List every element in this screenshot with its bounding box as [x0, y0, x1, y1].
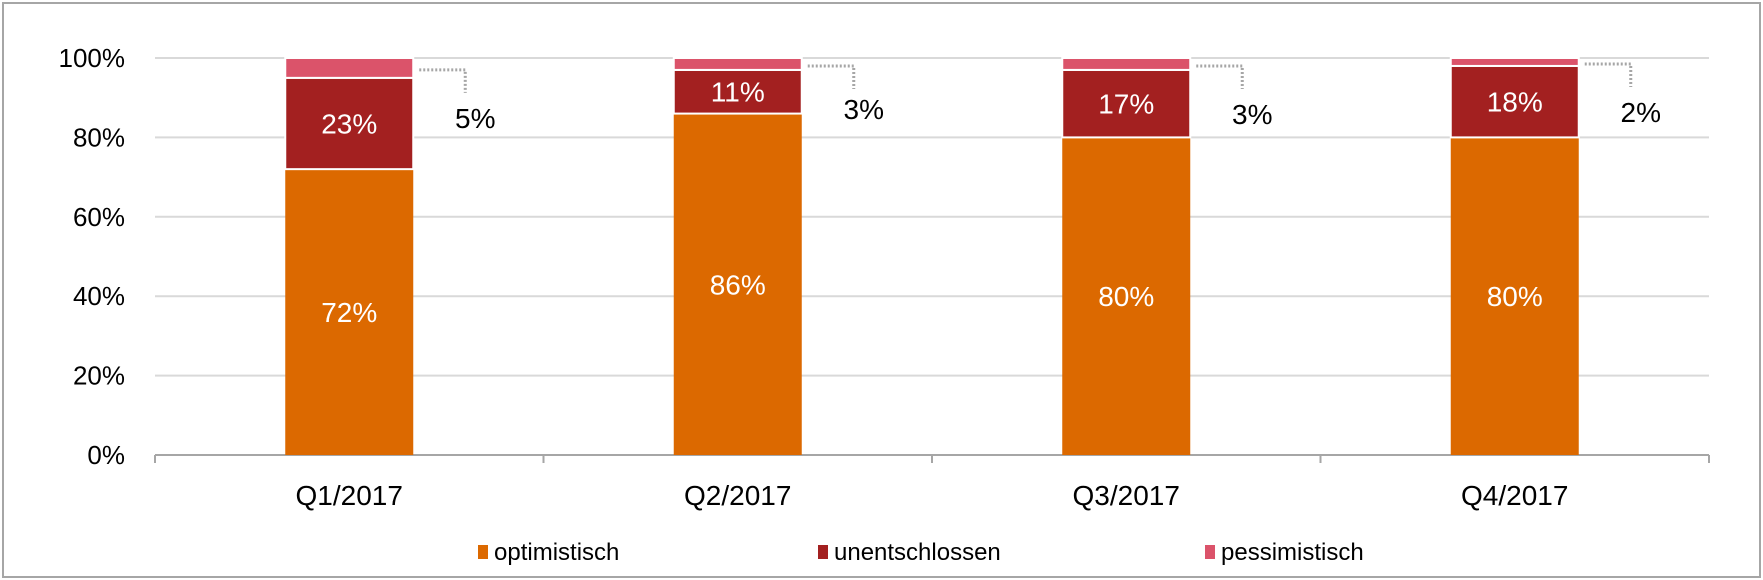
leader-line — [1584, 62, 1633, 87]
bar-unentschlossen — [1449, 64, 1580, 139]
data-label: 2% — [1621, 97, 1661, 128]
data-label: 3% — [1232, 99, 1272, 130]
bar-optimistisch — [673, 113, 802, 455]
bar-optimistisch — [285, 169, 414, 455]
y-tick-label: 0% — [87, 440, 125, 470]
x-tick-label: Q3/2017 — [1073, 480, 1180, 511]
data-label: 17% — [1098, 89, 1154, 120]
legend-swatch-pessimistisch — [1205, 545, 1215, 559]
bar-optimistisch — [1062, 137, 1191, 455]
data-label: 3% — [844, 94, 884, 125]
y-tick-label: 100% — [59, 43, 126, 73]
legend-label: pessimistisch — [1221, 539, 1364, 566]
bar-unentschlossen — [284, 76, 415, 171]
bar-pessimistisch — [1061, 57, 1192, 71]
bar-pessimistisch — [284, 57, 415, 79]
x-tick-label: Q1/2017 — [296, 480, 403, 511]
legend-label: unentschlossen — [834, 539, 1001, 566]
data-label: 80% — [1487, 281, 1543, 312]
data-label: 5% — [455, 103, 495, 134]
bar-unentschlossen — [1061, 68, 1192, 139]
data-label: 80% — [1098, 281, 1154, 312]
data-label: 11% — [711, 77, 765, 108]
y-tick-label: 40% — [73, 281, 125, 311]
data-label: 23% — [321, 109, 377, 140]
bar-optimistisch — [1450, 137, 1579, 455]
data-label: 72% — [321, 297, 377, 328]
leader-line — [1196, 64, 1244, 89]
x-tick-label: Q2/2017 — [684, 480, 791, 511]
y-tick-label: 20% — [73, 361, 125, 391]
data-label: 18% — [1487, 87, 1543, 118]
bar-pessimistisch — [1449, 57, 1580, 67]
x-tick-label: Q4/2017 — [1461, 480, 1568, 511]
legend-label: optimistisch — [494, 539, 619, 566]
leader-line — [419, 68, 467, 93]
data-label: 86% — [710, 269, 766, 300]
bar-pessimistisch — [672, 57, 803, 71]
y-tick-label: 80% — [73, 122, 125, 152]
legend-swatch-unentschlossen — [818, 545, 828, 559]
legend-swatch-optimistisch — [478, 545, 488, 559]
y-tick-label: 60% — [73, 202, 125, 232]
leader-line — [807, 64, 856, 89]
